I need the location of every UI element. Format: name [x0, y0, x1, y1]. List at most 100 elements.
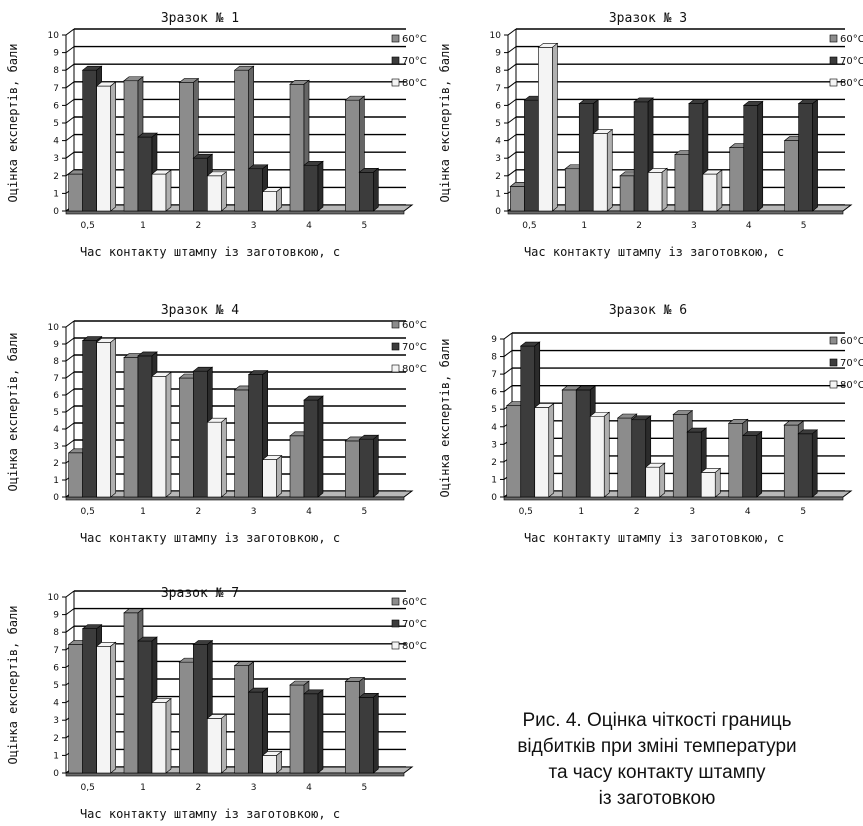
- bar-front: [123, 357, 139, 498]
- y-tick-label: 10: [48, 593, 60, 603]
- bar-front: [82, 628, 97, 774]
- bar-side: [659, 462, 666, 498]
- chart-sample-7: Зразок № 7 0 1 2 3 4 5 6 7 8 9 10 0,5 1 2 3 4 5 Час контак…: [0, 575, 432, 826]
- bar-front: [578, 103, 594, 212]
- x-axis-title: Час контакту штампу із заготовкою, с: [80, 531, 340, 545]
- gridline-depth: [503, 332, 513, 340]
- figure-caption: Рис. 4. Оцінка чіткості границь відбиткі…: [452, 708, 862, 812]
- legend-swatch: [829, 78, 838, 87]
- x-tick-label: 2: [634, 507, 640, 517]
- bar-front: [151, 702, 167, 774]
- legend-label: 60°C: [840, 34, 863, 45]
- chart-title: Зразок № 7: [161, 586, 239, 601]
- gridline-depth: [65, 134, 75, 142]
- bar-front: [262, 755, 277, 774]
- bar-front: [686, 431, 702, 498]
- chart-title: Зразок № 3: [609, 11, 687, 26]
- bar-front: [303, 693, 319, 774]
- legend-label: 70°C: [840, 358, 863, 369]
- legend-swatch: [391, 597, 400, 606]
- bar-front: [619, 175, 635, 212]
- gridline-depth: [65, 625, 75, 633]
- y-tick-label: 7: [53, 374, 59, 384]
- chart-floor-edge: [507, 210, 844, 215]
- chart-legend: 60°C 70°C 80°C: [829, 34, 863, 89]
- y-tick-label: 4: [495, 137, 501, 147]
- y-tick-label: 3: [491, 440, 497, 450]
- y-axis-title: Оцінка експертів, бали: [6, 606, 20, 765]
- bar-front: [137, 136, 153, 212]
- bar-side: [606, 128, 613, 212]
- x-tick-label: 5: [361, 507, 367, 517]
- legend-label: 70°C: [840, 56, 863, 67]
- gridline-depth: [507, 63, 517, 71]
- legend-label: 80°C: [402, 364, 427, 375]
- y-tick-label: 9: [53, 611, 59, 621]
- y-tick-label: 7: [491, 370, 497, 380]
- bar-side: [221, 713, 227, 774]
- y-tick-label: 0: [491, 493, 497, 503]
- bar-front: [123, 80, 139, 212]
- legend-swatch: [391, 364, 400, 373]
- y-tick-label: 1: [53, 476, 59, 486]
- y-tick-label: 5: [53, 681, 59, 691]
- legend-label: 80°C: [402, 78, 427, 89]
- bar-side: [276, 750, 282, 774]
- bar-front: [207, 421, 222, 498]
- chart-title: Зразок № 4: [161, 303, 239, 318]
- x-tick-label: 5: [361, 221, 367, 231]
- bar-side: [317, 395, 324, 498]
- bar-front: [592, 133, 608, 212]
- bar-front: [248, 374, 263, 498]
- bar-front: [123, 612, 139, 774]
- bar-front: [783, 424, 799, 498]
- legend-label: 70°C: [402, 342, 427, 353]
- y-axis-title: Оцінка експертів, бали: [438, 44, 452, 203]
- caption-line-3: та часу контакту штампу: [548, 762, 766, 783]
- chart-floor-edge: [65, 210, 405, 215]
- y-tick-label: 3: [53, 154, 59, 164]
- legend-swatch: [829, 358, 838, 367]
- bar-front: [784, 140, 799, 212]
- bar-side: [373, 434, 379, 498]
- bar-side: [756, 430, 763, 498]
- y-tick-label: 9: [491, 335, 497, 345]
- y-axis-title: Оцінка експертів, бали: [6, 44, 20, 203]
- bar-front: [617, 417, 633, 498]
- chart-sample-3: Зразок № 3 0 1 2 3 4 5 6 7 8 9 10 0,5 1 2 3 4 5 Час контак…: [432, 0, 863, 268]
- bar-side: [661, 167, 668, 212]
- bar-side: [811, 429, 818, 498]
- gridline-depth: [507, 169, 517, 177]
- x-tick-label: 0,5: [81, 507, 95, 517]
- gridline-depth: [65, 590, 75, 598]
- chart-legend: 60°C 70°C 80°C: [391, 320, 427, 375]
- x-tick-label: 2: [636, 221, 642, 231]
- chart-floor-edge: [65, 496, 405, 501]
- legend-swatch: [391, 641, 400, 650]
- bar-side: [221, 417, 227, 498]
- chart-sample-1: Зразок № 1 0 1 2 3 4 5 6 7 8 9 10 0,5 1 2 3 4 5 Час контак…: [0, 0, 432, 268]
- y-tick-label: 9: [53, 49, 59, 59]
- y-tick-label: 6: [53, 391, 59, 401]
- gridline-depth: [507, 28, 517, 36]
- bar-front: [674, 154, 690, 212]
- bar-side: [276, 454, 282, 498]
- bar-front: [262, 459, 277, 498]
- y-tick-label: 2: [495, 172, 501, 182]
- legend-swatch: [391, 320, 400, 329]
- bar-front: [729, 147, 745, 212]
- x-tick-label: 2: [195, 221, 201, 231]
- bar-front: [575, 389, 591, 498]
- bar-front: [589, 415, 605, 498]
- bar-front: [702, 173, 718, 212]
- y-axis-title: Оцінка експертів, бали: [438, 339, 452, 498]
- gridline-depth: [65, 99, 75, 106]
- bar-front: [345, 681, 360, 774]
- bar-side: [548, 402, 555, 498]
- caption-line-4: із заготовкою: [598, 788, 716, 809]
- gridline-depth: [507, 99, 517, 106]
- bar-front: [688, 103, 704, 212]
- legend-label: 70°C: [402, 56, 427, 67]
- bar-front: [742, 435, 758, 498]
- bar-side: [552, 42, 558, 212]
